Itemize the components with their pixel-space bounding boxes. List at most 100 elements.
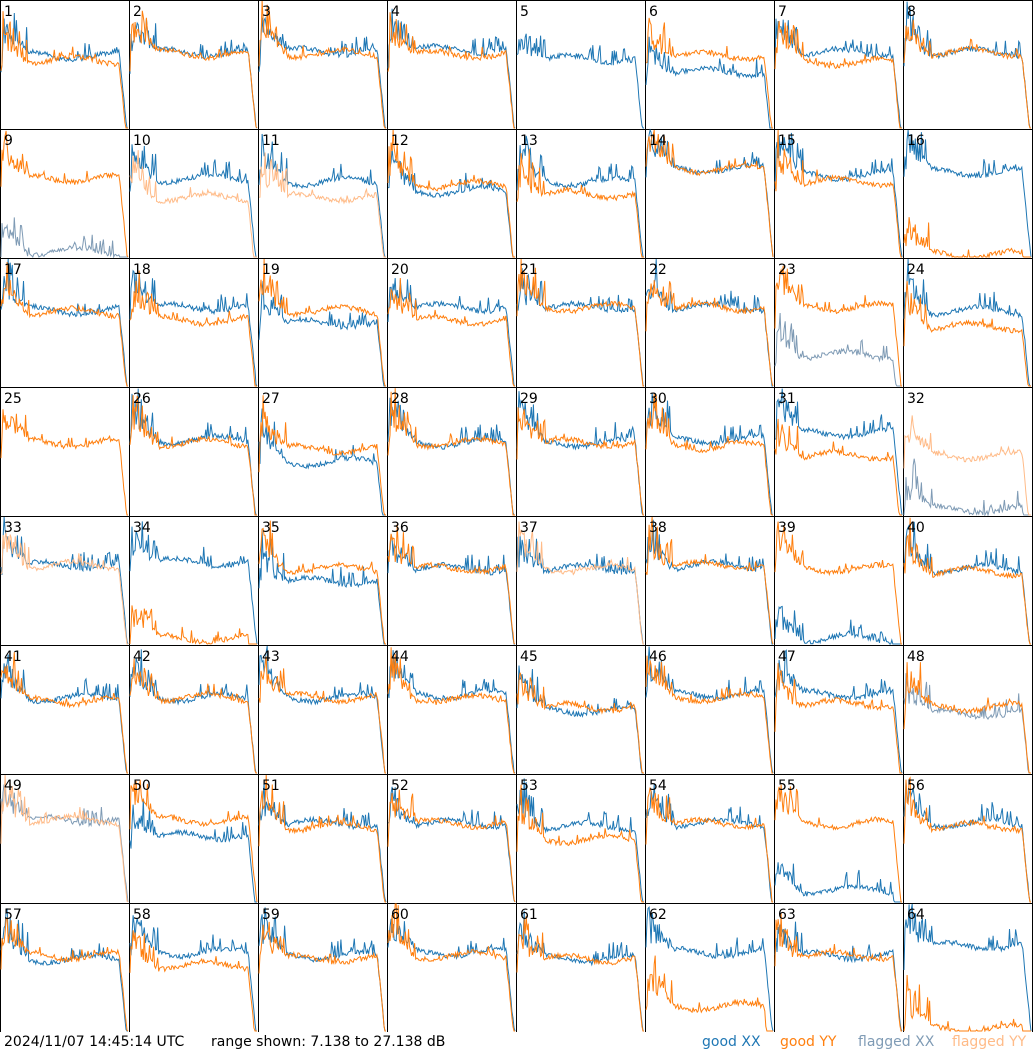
panel-frame	[645, 0, 775, 130]
panel-label: 59	[262, 907, 280, 923]
series-yy-43	[258, 656, 386, 774]
panel-32: 32	[903, 387, 1033, 517]
panel-23: 23	[774, 258, 904, 388]
series-yy-12	[387, 129, 515, 258]
panel-label: 58	[133, 907, 151, 923]
series-yy-32	[903, 415, 1031, 516]
panel-frame	[387, 645, 517, 775]
series-xx-26	[129, 388, 257, 516]
series-yy-2	[129, 10, 258, 129]
panel-15: 15	[774, 129, 904, 259]
panel-label: 47	[778, 649, 796, 665]
series-yy-41	[0, 652, 128, 774]
series-yy-60	[387, 903, 515, 1032]
series-yy-7	[774, 20, 902, 129]
series-yy-1	[0, 11, 128, 129]
panel-22: 22	[645, 258, 775, 388]
panel-label: 53	[520, 778, 538, 794]
legend-good-xx: good XX	[702, 1034, 761, 1050]
series-yy-39	[774, 521, 902, 645]
series-yy-58	[129, 930, 257, 1032]
panel-35: 35	[258, 516, 388, 646]
series-xx-61	[516, 910, 644, 1032]
series-xx-37	[516, 535, 644, 645]
panel-label: 30	[649, 391, 667, 407]
series-yy-4	[387, 12, 515, 129]
panel-label: 62	[649, 907, 667, 923]
series-xx-32	[903, 458, 1031, 517]
panel-label: 2	[133, 4, 142, 20]
panel-label: 16	[907, 133, 925, 149]
series-yy-25	[0, 409, 128, 516]
panel-20: 20	[387, 258, 517, 388]
panel-label: 28	[391, 391, 409, 407]
series-xx-62	[645, 905, 774, 1032]
panel-frame	[516, 258, 646, 388]
panel-24: 24	[903, 258, 1033, 388]
series-yy-53	[516, 784, 644, 903]
series-yy-34	[129, 605, 257, 645]
panel-label: 43	[262, 649, 280, 665]
series-xx-6	[645, 36, 773, 129]
series-xx-47	[774, 649, 903, 774]
series-yy-10	[129, 150, 257, 258]
panel-19: 19	[258, 258, 388, 388]
series-yy-50	[129, 779, 258, 903]
panel-label: 45	[520, 649, 538, 665]
panel-61: 61	[516, 903, 646, 1032]
panel-frame	[645, 645, 775, 775]
series-xx-58	[129, 915, 257, 1032]
series-yy-3	[258, 0, 386, 129]
panel-label: 64	[907, 907, 925, 923]
series-yy-61	[516, 916, 644, 1032]
series-yy-26	[129, 395, 257, 516]
panel-frame	[516, 387, 646, 517]
panel-label: 51	[262, 778, 280, 794]
panel-3: 3	[258, 0, 388, 130]
panel-label: 14	[649, 133, 667, 149]
series-yy-36	[387, 524, 516, 645]
series-yy-64	[903, 974, 1031, 1032]
series-xx-1	[0, 12, 128, 129]
panel-label: 40	[907, 520, 925, 536]
panel-48: 48	[903, 645, 1033, 775]
panel-label: 37	[520, 520, 538, 536]
panel-label: 3	[262, 4, 271, 20]
panel-frame	[0, 645, 130, 775]
panel-2: 2	[129, 0, 259, 130]
panel-28: 28	[387, 387, 517, 517]
panel-frame	[774, 258, 904, 388]
legend-flagged-xx: flagged XX	[858, 1034, 935, 1050]
range-shown: range shown: 7.138 to 27.138 dB	[211, 1034, 446, 1050]
panel-label: 36	[391, 520, 409, 536]
panel-13: 13	[516, 129, 646, 259]
panel-label: 5	[520, 4, 529, 20]
panel-41: 41	[0, 645, 130, 775]
panel-label: 18	[133, 262, 151, 278]
series-xx-7	[774, 18, 902, 129]
panel-label: 4	[391, 4, 400, 20]
series-yy-45	[516, 672, 644, 774]
panel-5: 5	[516, 0, 646, 130]
panel-frame	[387, 903, 517, 1032]
series-yy-21	[516, 258, 644, 387]
panel-33: 33	[0, 516, 130, 646]
panel-frame	[516, 516, 646, 646]
series-xx-39	[774, 605, 902, 645]
panel-36: 36	[387, 516, 517, 646]
panel-55: 55	[774, 774, 904, 904]
panel-label: 7	[778, 4, 787, 20]
panel-frame	[258, 129, 388, 259]
panel-label: 33	[4, 520, 22, 536]
series-yy-22	[645, 280, 774, 387]
series-yy-54	[645, 787, 773, 903]
panel-57: 57	[0, 903, 130, 1032]
panel-label: 32	[907, 391, 925, 407]
panel-26: 26	[129, 387, 259, 517]
series-xx-50	[129, 798, 257, 903]
panel-37: 37	[516, 516, 646, 646]
series-yy-15	[774, 129, 902, 258]
panel-60: 60	[387, 903, 517, 1032]
panel-frame	[387, 258, 517, 388]
panel-frame	[129, 0, 259, 130]
